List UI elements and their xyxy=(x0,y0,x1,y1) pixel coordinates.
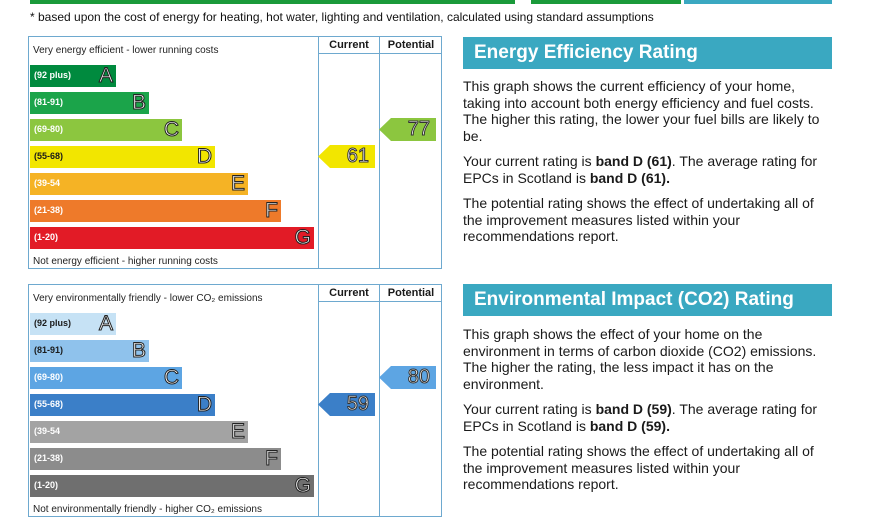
energy-average-band: band D (61). xyxy=(589,169,670,186)
current-rating-value: 61 xyxy=(346,145,369,168)
environment-paragraph-3: The potential rating shows the effect of… xyxy=(463,443,814,492)
energy-panel-text: This graph shows the current efficiency … xyxy=(463,78,833,254)
potential-arrow-fill xyxy=(379,118,436,141)
band-letter: D xyxy=(196,145,212,168)
band-range-label: (1-20) xyxy=(34,480,59,490)
band-g: (1-20) G xyxy=(30,474,314,497)
band-a: (92 plus) A xyxy=(30,312,116,335)
band-c: (69-80) C xyxy=(30,118,182,141)
band-range-label: (81-91) xyxy=(34,97,64,107)
current-rating-value: 59 xyxy=(346,393,369,416)
environment-average-band: band D (59). xyxy=(589,417,670,434)
band-letter: B xyxy=(131,339,146,362)
band-letter: E xyxy=(230,172,245,195)
band-b: (81-91) B xyxy=(30,91,149,114)
band-range-label: (55-68) xyxy=(34,399,64,409)
energy-paragraph-2: Your current rating is band D (61). The … xyxy=(463,153,833,186)
current-arrow-shape xyxy=(318,393,375,416)
potential-header: Potential xyxy=(387,287,435,299)
band-range-label: (21-38) xyxy=(34,453,64,463)
band-letter: A xyxy=(98,64,113,87)
band-letter: F xyxy=(265,447,279,470)
band-range-label: (69-80) xyxy=(34,124,64,134)
footnote: * based upon the cost of energy for heat… xyxy=(30,10,654,24)
band-a: (92 plus) A xyxy=(30,64,116,87)
potential-rating-value: 80 xyxy=(407,366,430,389)
energy-p2-mid: . The average rating for EPCs in Scotlan… xyxy=(463,153,818,186)
potential-arrow-shape xyxy=(379,118,436,141)
environmental-impact-chart: Current Potential Very environmentally f… xyxy=(28,284,442,517)
top-strip-teal xyxy=(684,0,832,4)
band-e: (39-54 E xyxy=(30,172,248,195)
current-arrow-fill xyxy=(318,393,375,416)
band-range-label: (92 plus) xyxy=(34,70,72,80)
environment-panel-text: This graph shows the effect of your home… xyxy=(463,326,833,502)
environment-paragraph-2: Your current rating is band D (59). The … xyxy=(463,401,833,434)
band-range-label: (92 plus) xyxy=(34,318,72,328)
band-range-label: (21-38) xyxy=(34,205,64,215)
band-letter: B xyxy=(131,91,146,114)
band-d: (55-68) D xyxy=(30,145,215,168)
band-range-label: (81-91) xyxy=(34,345,64,355)
energy-p2-pre: Your current rating is xyxy=(463,153,596,169)
energy-paragraph-1: This graph shows the current efficiency … xyxy=(463,78,820,144)
environment-paragraph-1: This graph shows the effect of your home… xyxy=(463,326,817,392)
top-strip-green xyxy=(30,0,515,4)
energy-current-band: band D (61) xyxy=(595,153,672,169)
potential-rating-arrow: 77 xyxy=(379,118,436,141)
potential-rating-value: 77 xyxy=(407,118,430,141)
chart-bottom-label: Not environmentally friendly - higher CO… xyxy=(33,504,262,515)
env-p2-mid: . The average rating for EPCs in Scotlan… xyxy=(463,401,818,434)
current-rating-arrow: 59 xyxy=(318,393,375,416)
potential-column xyxy=(379,37,380,268)
chart-bottom-label: Not energy efficient - higher running co… xyxy=(33,256,218,267)
environment-current-band: band D (59) xyxy=(595,401,672,417)
band-g: (1-20) G xyxy=(30,226,314,249)
band-letter: F xyxy=(265,199,279,222)
band-letter: G xyxy=(294,474,311,497)
current-rating-arrow: 61 xyxy=(318,145,375,168)
energy-panel-title: Energy Efficiency Rating xyxy=(463,37,832,69)
band-letter: D xyxy=(196,393,212,416)
band-e: (39-54 E xyxy=(30,420,248,443)
current-column xyxy=(318,37,319,268)
current-arrow-fill xyxy=(318,145,375,168)
top-strip-green-2 xyxy=(531,0,681,4)
current-header: Current xyxy=(329,39,369,51)
band-range-label: (69-80) xyxy=(34,372,64,382)
potential-arrow-fill xyxy=(379,366,436,389)
band-letter: E xyxy=(230,420,245,443)
potential-rating-arrow: 80 xyxy=(379,366,436,389)
band-range-label: (1-20) xyxy=(34,232,59,242)
band-c: (69-80) C xyxy=(30,366,182,389)
potential-header: Potential xyxy=(387,39,435,51)
band-range-label: (39-54 xyxy=(34,426,61,436)
band-letter: C xyxy=(163,118,179,141)
band-letter: C xyxy=(163,366,179,389)
chart-top-label: Very environmentally friendly - lower CO… xyxy=(33,293,263,304)
current-header: Current xyxy=(329,287,369,299)
current-arrow-shape xyxy=(318,145,375,168)
current-column xyxy=(318,285,319,516)
band-letter: A xyxy=(98,312,113,335)
chart-top-label: Very energy efficient - lower running co… xyxy=(33,45,219,56)
band-b: (81-91) B xyxy=(30,339,149,362)
band-f: (21-38) F xyxy=(30,199,281,222)
band-letter: G xyxy=(294,226,311,249)
band-range-label: (55-68) xyxy=(34,151,64,161)
potential-column xyxy=(379,285,380,516)
band-range-label: (39-54 xyxy=(34,178,61,188)
potential-arrow-shape xyxy=(379,366,436,389)
energy-paragraph-3: The potential rating shows the effect of… xyxy=(463,195,814,244)
environment-panel-title: Environmental Impact (CO2) Rating xyxy=(463,284,832,316)
band-d: (55-68) D xyxy=(30,393,215,416)
energy-efficiency-chart: Current Potential Very energy efficient … xyxy=(28,36,442,269)
env-p2-pre: Your current rating is xyxy=(463,401,596,417)
band-f: (21-38) F xyxy=(30,447,281,470)
